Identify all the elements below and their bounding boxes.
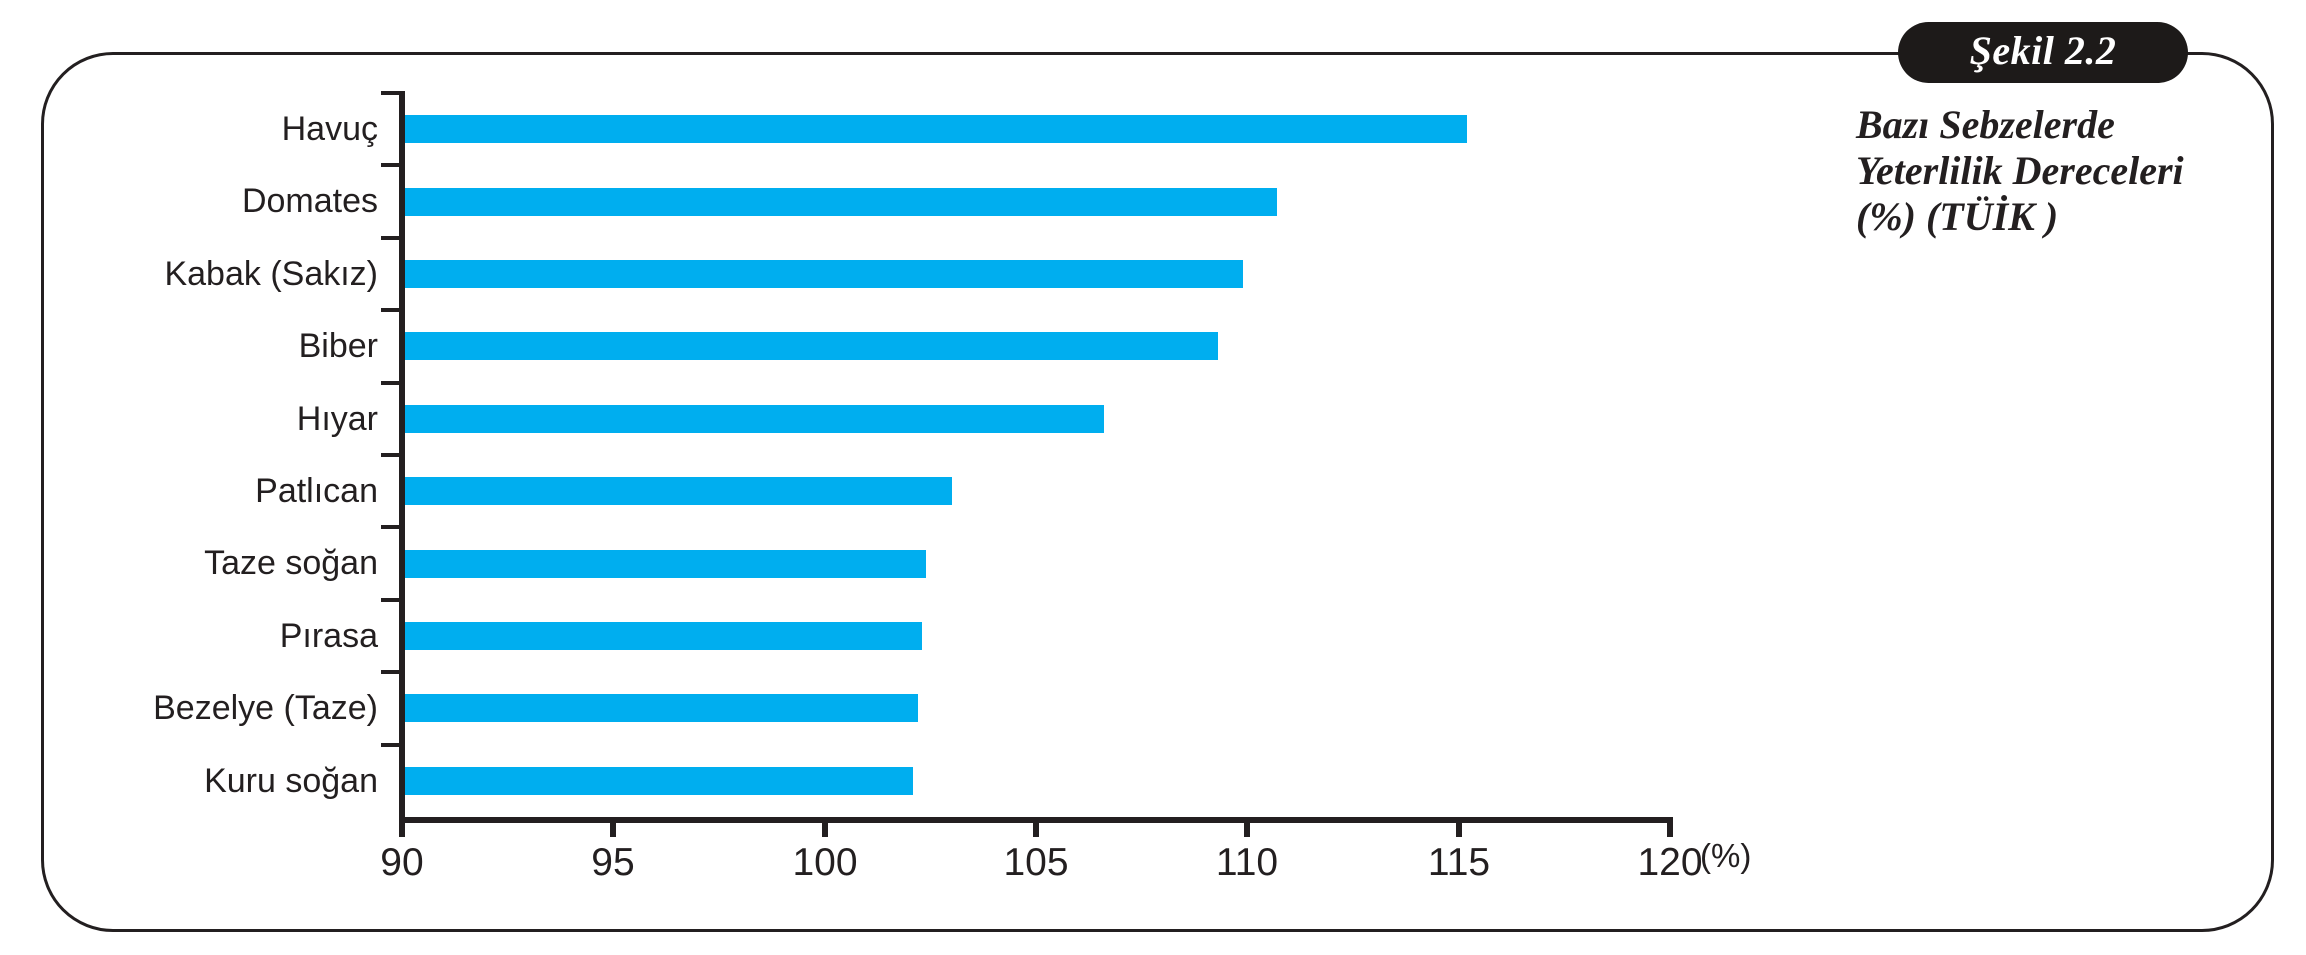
x-axis-tick	[1244, 823, 1250, 837]
category-label: Kuru soğan	[204, 761, 378, 800]
x-axis-tick	[1456, 823, 1462, 837]
x-axis-unit-label: (%)	[1700, 837, 1752, 874]
caption-line-3: (%) (TÜİK )	[1856, 194, 2059, 239]
figure-frame-border	[41, 52, 2274, 932]
x-axis-tick	[1033, 823, 1039, 837]
x-axis-tick	[822, 823, 828, 837]
y-axis-tick	[381, 308, 399, 312]
bar	[405, 477, 952, 505]
x-tick-label: 100	[792, 841, 858, 884]
bar	[405, 550, 926, 578]
bar	[405, 260, 1243, 288]
x-axis-tick	[610, 823, 616, 837]
bar	[405, 188, 1277, 216]
category-label: Hıyar	[296, 399, 378, 438]
y-axis-tick	[381, 381, 399, 385]
category-label: Havuç	[281, 109, 378, 148]
caption-line-2: Yeterlilik Dereceleri	[1856, 148, 2184, 193]
y-axis-tick	[381, 453, 399, 457]
y-axis-tick	[381, 525, 399, 529]
x-tick-label: 110	[1215, 841, 1279, 884]
category-label: Bezelye (Taze)	[153, 688, 378, 727]
caption-line-1: Bazı Sebzelerde	[1856, 102, 2115, 147]
x-tick-label: 115	[1427, 841, 1491, 884]
y-axis-line	[399, 91, 405, 823]
x-tick-label: 95	[591, 841, 635, 884]
x-axis-line	[399, 817, 1674, 823]
bar	[405, 115, 1467, 143]
y-axis-tick	[381, 670, 399, 674]
x-tick-label: 90	[380, 841, 424, 884]
y-axis-tick	[381, 236, 399, 240]
x-tick-label: 120	[1637, 841, 1703, 884]
bar	[405, 694, 918, 722]
category-label: Pırasa	[279, 616, 378, 655]
y-axis-tick	[381, 598, 399, 602]
x-axis-tick	[1667, 823, 1673, 837]
category-label: Patlıcan	[255, 471, 378, 510]
y-axis-tick	[381, 743, 399, 747]
bar	[405, 622, 922, 650]
category-label: Kabak (Sakız)	[164, 254, 378, 293]
figure-badge: Şekil 2.2	[1898, 22, 2188, 83]
category-label: Taze soğan	[204, 543, 378, 582]
figure-caption: Bazı Sebzelerde Yeterlilik Dereceleri (%…	[1856, 102, 2256, 240]
y-axis-tick	[381, 91, 399, 95]
bar	[405, 767, 913, 795]
x-tick-label: 105	[1003, 841, 1069, 884]
category-label: Domates	[241, 181, 378, 220]
figure-badge-label: Şekil 2.2	[1969, 28, 2117, 73]
y-axis-tick	[381, 163, 399, 167]
bar	[405, 405, 1104, 433]
bar	[405, 332, 1218, 360]
category-label: Biber	[298, 326, 378, 365]
x-axis-tick	[399, 823, 405, 837]
